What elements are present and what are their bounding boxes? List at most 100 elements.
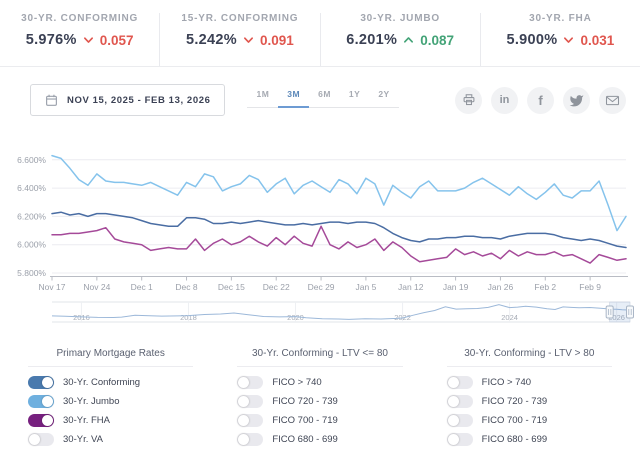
- calendar-icon: [45, 93, 58, 107]
- stat-value: 5.242%: [185, 32, 237, 48]
- brush-handle-left[interactable]: [605, 305, 614, 319]
- trend-down-icon: [243, 36, 254, 44]
- y-axis-label: 6.200%: [17, 211, 46, 221]
- toggle-knob: [29, 434, 40, 445]
- navigator-year-label: 2020: [287, 313, 304, 322]
- stat-card-30yr-fha: 30-YR. FHA 5.900% 0.031: [481, 13, 640, 66]
- toggle-fico-740[interactable]: [446, 376, 473, 389]
- toggle-fico-740[interactable]: [237, 376, 264, 389]
- email-icon: [605, 94, 620, 107]
- stat-change: 0.031: [580, 32, 615, 48]
- legend-item-30-yr-jumbo: 30-Yr. Jumbo: [28, 395, 193, 408]
- stat-label: 30-YR. CONFORMING: [21, 13, 139, 24]
- toggle-knob: [238, 377, 250, 388]
- legend-item-label: FICO 700 - 719: [272, 415, 338, 426]
- x-axis-label: Nov 24: [83, 282, 110, 292]
- legend-item-label: FICO 720 - 739: [481, 396, 548, 407]
- legend-item-label: FICO > 740: [481, 377, 532, 388]
- toggle-knob: [447, 377, 459, 388]
- toggle-fico-680-699[interactable]: [446, 433, 473, 446]
- legend-column-3: 30-Yr. Conforming - LTV > 80 FICO > 740 FI…: [425, 348, 634, 452]
- divider: [237, 366, 403, 367]
- legend-item-label: 30-Yr. Jumbo: [63, 396, 120, 407]
- legend-item-label: FICO 720 - 739: [272, 396, 338, 407]
- timeline-navigator[interactable]: 201620182020202220242026: [0, 299, 640, 337]
- legend-column-title: Primary Mortgage Rates: [56, 348, 165, 359]
- x-axis-label: Dec 15: [218, 282, 245, 292]
- x-axis-label: Dec 22: [263, 282, 290, 292]
- trend-down-icon: [83, 36, 94, 44]
- toggle-fico-720-739[interactable]: [237, 395, 264, 408]
- twitter-share-button[interactable]: [563, 86, 590, 114]
- legend-column-title: 30-Yr. Conforming - LTV <= 80: [251, 348, 388, 359]
- linkedin-icon: in: [499, 94, 510, 106]
- range-tab-2y[interactable]: 2Y: [378, 89, 390, 99]
- brush-handle-right[interactable]: [626, 305, 634, 319]
- x-axis-label: Jan 26: [488, 282, 514, 292]
- print-share-button[interactable]: [455, 86, 482, 114]
- stat-value: 6.201%: [346, 32, 398, 48]
- range-tab-1y[interactable]: 1Y: [348, 89, 361, 99]
- stat-value: 5.900%: [506, 32, 558, 48]
- stat-card-15yr-conforming: 15-YR. CONFORMING 5.242% 0.091: [160, 13, 321, 66]
- x-axis-label: Jan 12: [398, 282, 424, 292]
- y-axis-label: 6.000%: [17, 240, 46, 250]
- legend-item-fico-680-699: FICO 680 - 699: [446, 433, 612, 446]
- legend-item-label: 30-Yr. FHA: [63, 415, 110, 426]
- toggle-knob: [238, 396, 250, 407]
- toggle-knob: [42, 396, 53, 407]
- x-axis-label: Dec 8: [175, 282, 197, 292]
- x-axis-label: Jan 5: [356, 282, 377, 292]
- range-tab-6m[interactable]: 6M: [318, 89, 331, 99]
- toggle-fico-720-739[interactable]: [446, 395, 473, 408]
- toggle-30-yr-jumbo[interactable]: [28, 395, 54, 408]
- toggle-30-yr-va[interactable]: [28, 433, 54, 446]
- legend-item-fico-740: FICO > 740: [237, 376, 402, 389]
- facebook-icon: f: [538, 92, 543, 108]
- range-tab-3m[interactable]: 3M: [278, 89, 310, 108]
- x-axis-label: Jan 19: [443, 282, 469, 292]
- navigator-year-label: 2024: [501, 313, 518, 322]
- legend-item-label: FICO > 740: [272, 377, 322, 388]
- share-icons: in f: [455, 86, 626, 114]
- stat-label: 15-YR. CONFORMING: [181, 13, 299, 24]
- legend-item-fico-680-699: FICO 680 - 699: [237, 433, 402, 446]
- toggle-fico-700-719[interactable]: [446, 414, 473, 427]
- range-tabs: 1M 3M 6M 1Y 2Y: [247, 89, 399, 108]
- email-share-button[interactable]: [599, 86, 626, 114]
- trend-up-icon: [403, 36, 414, 44]
- linkedin-share-button[interactable]: in: [491, 86, 518, 114]
- toggle-knob: [447, 396, 459, 407]
- rates-line-chart: 6.600% 6.400% 6.200% 6.000% 5.800% Nov 17 Nov …: [17, 155, 628, 292]
- toggle-knob: [238, 415, 250, 426]
- x-axis-label: Feb 2: [534, 282, 556, 292]
- navigator-year-label: 2016: [73, 313, 90, 322]
- toggle-30-yr-conforming[interactable]: [28, 376, 54, 389]
- legend-toggles: Primary Mortgage Rates 30-Yr. Conforming 3…: [0, 348, 640, 452]
- navigator-series-line: [51, 304, 628, 320]
- trend-down-icon: [563, 36, 574, 44]
- legend-item-30-yr-va: 30-Yr. VA: [28, 433, 193, 446]
- stat-change: 0.091: [259, 32, 294, 48]
- toggle-knob: [447, 415, 459, 426]
- facebook-share-button[interactable]: f: [527, 86, 554, 114]
- toggle-fico-700-719[interactable]: [237, 414, 264, 427]
- toggle-30-yr-fha[interactable]: [28, 414, 54, 427]
- legend-item-label: FICO 680 - 699: [481, 434, 548, 445]
- legend-item-fico-700-719: FICO 700 - 719: [446, 414, 612, 427]
- y-axis-label: 6.600%: [17, 155, 46, 165]
- toggle-fico-680-699[interactable]: [237, 433, 264, 446]
- legend-item-fico-720-739: FICO 720 - 739: [237, 395, 402, 408]
- legend-item-30-yr-fha: 30-Yr. FHA: [28, 414, 193, 427]
- legend-item-fico-740: FICO > 740: [446, 376, 612, 389]
- print-icon: [462, 93, 476, 107]
- stat-change: 0.087: [420, 32, 455, 48]
- navigator-year-label: 2018: [180, 313, 197, 322]
- y-axis-label: 5.800%: [17, 268, 46, 278]
- rate-summary-bar: 30-YR. CONFORMING 5.976% 0.057 15-YR. CO…: [0, 0, 640, 67]
- legend-column-title: 30-Yr. Conforming - LTV > 80: [464, 348, 595, 359]
- legend-item-fico-700-719: FICO 700 - 719: [237, 414, 402, 427]
- range-tab-1m[interactable]: 1M: [256, 89, 270, 99]
- date-range-picker[interactable]: NOV 15, 2025 - FEB 13, 2026: [30, 84, 226, 116]
- toggle-knob: [238, 434, 250, 445]
